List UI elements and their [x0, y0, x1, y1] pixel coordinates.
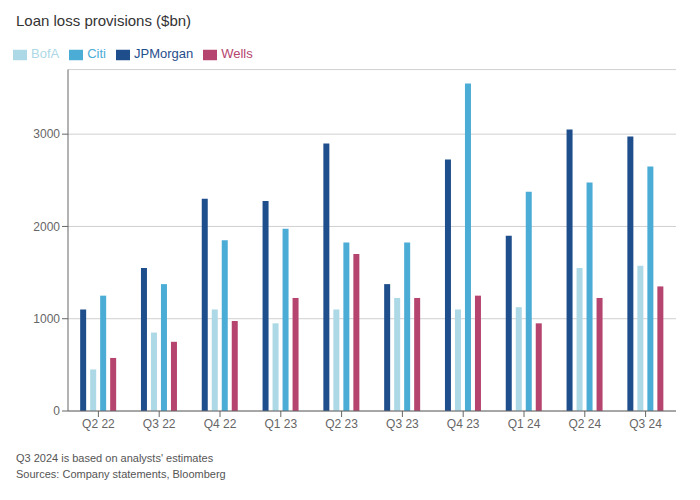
svg-text:Q2 22: Q2 22 [82, 417, 115, 431]
svg-text:Q2 23: Q2 23 [325, 417, 358, 431]
svg-text:Q1 23: Q1 23 [264, 417, 297, 431]
svg-text:Q2 24: Q2 24 [568, 417, 601, 431]
svg-text:Q3 22: Q3 22 [143, 417, 176, 431]
svg-text:Q4 22: Q4 22 [204, 417, 237, 431]
html-text:Q3 2024 is based on analysts': Q3 2024 is based on analysts' estimates [16, 452, 214, 464]
svg-text:1000: 1000 [33, 312, 60, 326]
html-text:JPMorgan: JPMorgan [134, 46, 194, 61]
html-text:Loan loss provisions ($bn): Loan loss provisions ($bn) [16, 12, 192, 29]
svg-text:Q1 24: Q1 24 [508, 417, 541, 431]
svg-text:3000: 3000 [33, 127, 60, 141]
html-text:Wells: Wells [221, 46, 253, 61]
svg-text:Q3 23: Q3 23 [386, 417, 419, 431]
svg-text:2000: 2000 [33, 220, 60, 234]
svg-text:0: 0 [53, 404, 60, 418]
svg-text:Q4 23: Q4 23 [447, 417, 480, 431]
html-text:Sources: Company statements, B: Sources: Company statements, Bloomberg [16, 468, 226, 480]
html-text:BofA: BofA [31, 46, 60, 61]
html-text:Citi: Citi [87, 46, 106, 61]
svg-text:Q3 24: Q3 24 [629, 417, 662, 431]
